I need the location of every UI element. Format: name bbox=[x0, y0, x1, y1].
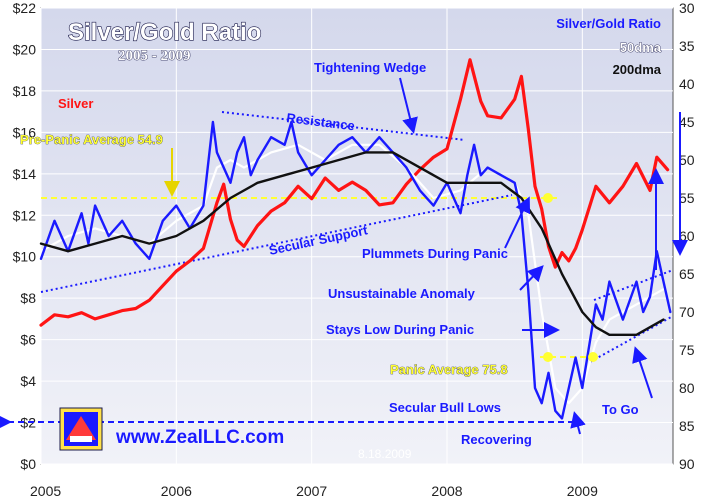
support-trendline bbox=[40, 194, 513, 293]
plummet-arrow bbox=[519, 265, 544, 291]
legend-50dma-label: 50dma bbox=[620, 40, 662, 55]
right-tick-label: 30 bbox=[679, 0, 695, 16]
chart-title: Silver/Gold Ratio bbox=[68, 19, 261, 46]
chart-subtitle: 2005 - 2009 bbox=[118, 48, 191, 64]
x-tick-label: 2009 bbox=[567, 483, 598, 499]
left-axis-ticks: $0$2$4$6$8$10$12$14$16$18$20$22 bbox=[13, 0, 37, 472]
zeal-logo bbox=[59, 407, 103, 451]
x-tick-label: 2005 bbox=[30, 483, 61, 499]
stays-low-arrow bbox=[570, 411, 586, 435]
right-tick-label: 65 bbox=[679, 266, 695, 282]
panic-end-dot bbox=[588, 352, 598, 362]
left-tick-label: $18 bbox=[13, 83, 37, 99]
right-tick-label: 75 bbox=[679, 342, 695, 358]
recovery-lower-trendline bbox=[589, 315, 674, 363]
annotation-stays-low: Recovering bbox=[461, 432, 532, 447]
left-tick-label: $14 bbox=[13, 166, 37, 182]
right-tick-label: 40 bbox=[679, 76, 695, 92]
annotation-secular-low: Secular Bull Lows bbox=[389, 400, 501, 415]
series-line-200dma bbox=[39, 151, 665, 336]
recovery-upper-trendline bbox=[593, 269, 674, 301]
pre-panic-end-dot bbox=[543, 193, 553, 203]
x-tick-label: 2006 bbox=[161, 483, 192, 499]
x-tick-label: 2008 bbox=[431, 483, 462, 499]
zeal-logo-icon bbox=[66, 416, 96, 440]
left-tick-label: $6 bbox=[20, 332, 36, 348]
right-tick-label: 90 bbox=[679, 456, 695, 472]
annotation-wedge: Tightening Wedge bbox=[314, 60, 426, 75]
recovering-arrow bbox=[632, 346, 653, 399]
legend-200dma-label: 200dma bbox=[613, 62, 662, 77]
right-axis-ticks: 30 35 40 45 50 55 60 65 70 75 80 85 90 bbox=[679, 0, 695, 472]
annotation-breakdown: Plummets During Panic bbox=[362, 246, 508, 261]
x-tick-label: 2007 bbox=[296, 483, 327, 499]
x-axis-ticks: 2005 2006 2007 2008 2009 bbox=[30, 483, 598, 499]
right-tick-label: 85 bbox=[679, 418, 695, 434]
left-tick-label: $22 bbox=[13, 0, 37, 16]
annotation-anomaly: Stays Low During Panic bbox=[326, 322, 474, 337]
panic-start-dot bbox=[543, 352, 553, 362]
right-tick-label: 50 bbox=[679, 152, 695, 168]
annotation-pre-panic: Pre-Panic Average 54.9 bbox=[20, 132, 163, 147]
left-tick-label: $16 bbox=[13, 124, 37, 140]
resistance-trendline bbox=[221, 111, 466, 141]
left-tick-label: $20 bbox=[13, 41, 37, 57]
watermark-url: www.ZealLLC.com bbox=[115, 427, 284, 448]
annotation-recovering: To Go bbox=[602, 402, 639, 417]
annotation-panic: Panic Average 75.8 bbox=[390, 362, 508, 377]
series-layer bbox=[39, 58, 672, 420]
series-line-silver bbox=[39, 58, 670, 327]
right-tick-label: 60 bbox=[679, 228, 695, 244]
silver-legend-label: Silver bbox=[58, 96, 93, 111]
left-tick-label: $0 bbox=[20, 456, 36, 472]
annotation-plummet: Unsustainable Anomaly bbox=[328, 286, 476, 301]
right-tick-label: 70 bbox=[679, 304, 695, 320]
date-stamp: 8.18.2009 bbox=[358, 447, 412, 461]
breakdown-arrow bbox=[504, 196, 531, 249]
left-tick-label: $10 bbox=[13, 249, 37, 265]
wedge-arrow bbox=[399, 77, 418, 134]
gridlines bbox=[40, 7, 673, 465]
legend-ratio-label: Silver/Gold Ratio bbox=[556, 16, 661, 31]
left-tick-label: $4 bbox=[20, 373, 36, 389]
right-tick-label: 35 bbox=[679, 38, 695, 54]
left-tick-label: $12 bbox=[13, 207, 37, 223]
right-tick-label: 55 bbox=[679, 190, 695, 206]
right-tick-label: 80 bbox=[679, 380, 695, 396]
left-tick-label: $8 bbox=[20, 290, 36, 306]
right-tick-label: 45 bbox=[679, 114, 695, 130]
